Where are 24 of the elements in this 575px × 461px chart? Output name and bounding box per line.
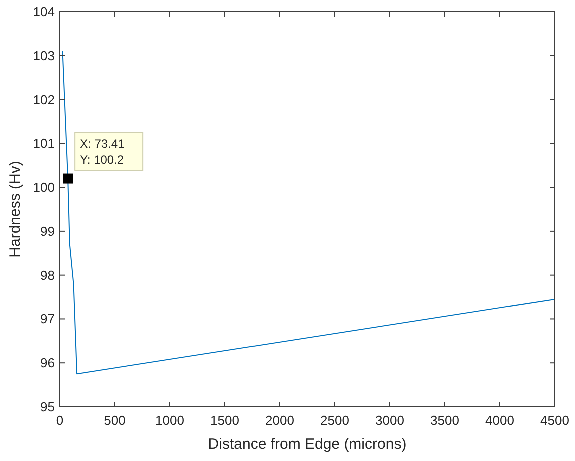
y-tick-label: 104 [33,4,55,20]
x-tick-label: 3000 [376,413,404,428]
y-tick-label: 98 [40,268,55,283]
y-tick-label: 100 [33,180,55,196]
x-tick-label: 2500 [320,413,350,428]
y-tick-label: 102 [33,92,55,108]
y-tick-label: 103 [33,48,55,64]
x-tick-label: 4000 [486,413,514,428]
x-tick-label: 1000 [156,413,184,428]
x-tick-label: 4500 [540,413,570,428]
x-tick-label: 500 [104,413,126,428]
x-axis-title: Distance from Edge (microns) [208,436,407,453]
x-tick-label: 3500 [430,413,460,428]
x-tick-label: 0 [56,413,64,428]
y-tick-label: 97 [40,312,55,327]
y-tick-label: 99 [40,224,55,239]
y-tick-label: 96 [40,356,55,371]
x-tick-label: 1500 [210,413,240,428]
line-series [62,51,556,375]
x-tick-label: 2000 [266,413,294,428]
y-tick-label: 101 [33,136,55,152]
y-tick-label: 95 [40,400,55,414]
y-axis-title: Hardness (Hv) [7,161,24,258]
annotation: X: 73.41 Y: 100.2 [80,136,126,167]
